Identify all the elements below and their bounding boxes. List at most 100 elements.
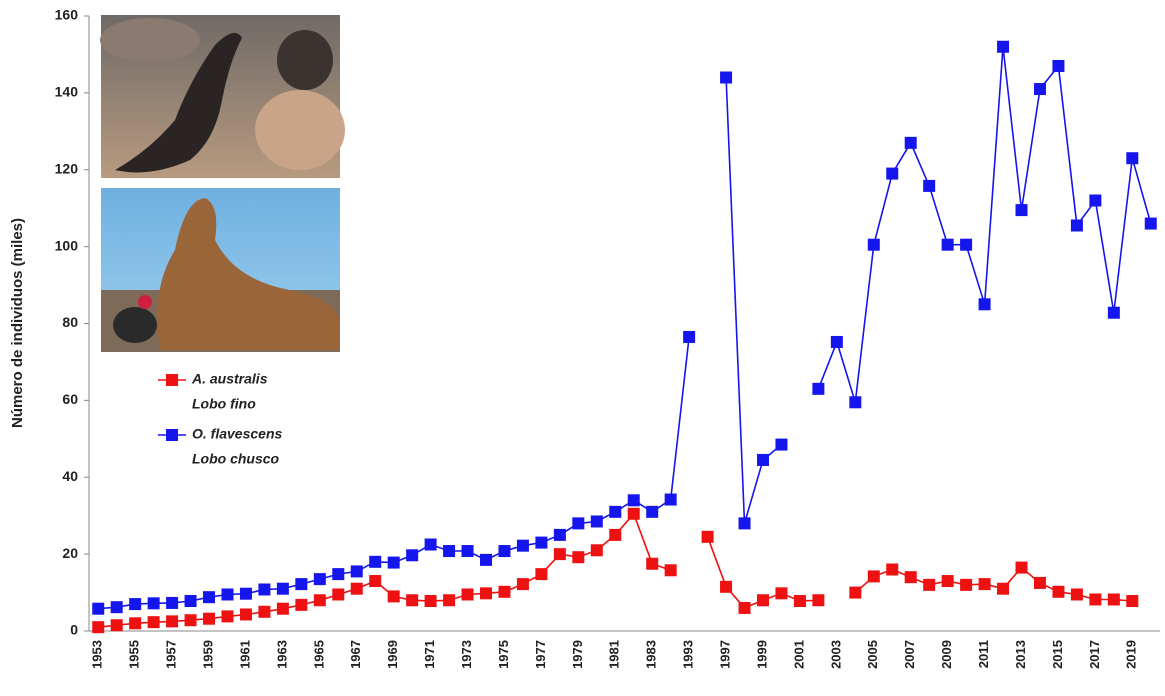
x-tick-label: 1969: [385, 640, 400, 669]
marker: [443, 594, 455, 606]
marker: [1016, 204, 1028, 216]
marker: [720, 581, 732, 593]
x-tick-label: 2003: [828, 640, 843, 669]
x-tick-label: 2015: [1050, 640, 1065, 669]
photo-sea-lion: [101, 188, 340, 352]
marker: [646, 506, 658, 518]
marker: [628, 494, 640, 506]
marker: [277, 603, 289, 615]
marker: [665, 494, 677, 506]
marker: [1071, 219, 1083, 231]
x-tick-label: 1957: [164, 640, 179, 669]
marker: [997, 583, 1009, 595]
marker: [849, 587, 861, 599]
marker: [646, 558, 658, 570]
legend-marker: [166, 374, 178, 386]
marker: [609, 506, 621, 518]
marker: [480, 587, 492, 599]
x-tick-label: 2013: [1013, 640, 1028, 669]
marker: [1108, 593, 1120, 605]
marker: [240, 588, 252, 600]
marker: [923, 579, 935, 591]
marker: [314, 594, 326, 606]
marker: [369, 575, 381, 587]
marker: [1145, 218, 1157, 230]
y-tick-label: 60: [62, 391, 78, 407]
x-tick-label: 1977: [533, 640, 548, 669]
marker: [665, 564, 677, 576]
marker: [720, 72, 732, 84]
marker: [1052, 586, 1064, 598]
marker: [443, 545, 455, 557]
marker: [942, 575, 954, 587]
x-tick-label: 1971: [422, 640, 437, 669]
x-tick-label: 1997: [717, 640, 732, 669]
marker: [1089, 593, 1101, 605]
y-tick-label: 120: [55, 160, 79, 176]
marker: [1071, 588, 1083, 600]
marker: [739, 517, 751, 529]
marker: [517, 540, 529, 552]
marker: [812, 383, 824, 395]
marker: [886, 564, 898, 576]
marker: [554, 529, 566, 541]
marker: [258, 606, 270, 618]
marker: [572, 551, 584, 563]
marker: [295, 599, 307, 611]
marker: [203, 591, 215, 603]
x-tick-label: 1979: [570, 640, 585, 669]
x-tick-label: 1953: [90, 640, 105, 669]
marker: [388, 557, 400, 569]
marker: [240, 608, 252, 620]
marker: [295, 578, 307, 590]
legend-label: A. australis: [191, 371, 268, 387]
marker: [812, 594, 824, 606]
x-tick-label: 2017: [1087, 640, 1102, 669]
marker: [905, 137, 917, 149]
marker: [425, 539, 437, 551]
marker: [1034, 83, 1046, 95]
marker: [979, 298, 991, 310]
page: Número de individuos (miles) 02040608010…: [0, 0, 1165, 696]
marker: [369, 556, 381, 568]
x-tick-label: 1975: [496, 640, 511, 669]
marker: [923, 180, 935, 192]
y-tick-label: 40: [62, 468, 78, 484]
marker: [591, 515, 603, 527]
marker: [572, 517, 584, 529]
marker: [480, 554, 492, 566]
marker: [425, 595, 437, 607]
marker: [406, 549, 418, 561]
marker: [462, 588, 474, 600]
x-tick-label: 2005: [865, 640, 880, 669]
x-tick-label: 1999: [754, 640, 769, 669]
marker: [831, 336, 843, 348]
x-tick-label: 1983: [644, 640, 659, 669]
marker: [535, 537, 547, 549]
x-tick-label: 2019: [1124, 640, 1139, 669]
marker: [1126, 595, 1138, 607]
marker: [1126, 152, 1138, 164]
marker: [221, 610, 233, 622]
marker: [498, 586, 510, 598]
marker: [628, 508, 640, 520]
x-tick-label: 1993: [681, 640, 696, 669]
marker: [942, 239, 954, 251]
marker: [775, 587, 787, 599]
marker: [462, 545, 474, 557]
marker: [129, 598, 141, 610]
marker: [92, 603, 104, 615]
marker: [905, 571, 917, 583]
x-tick-label: 1967: [348, 640, 363, 669]
chart: Número de individuos (miles) 02040608010…: [0, 0, 1165, 691]
marker: [203, 613, 215, 625]
x-tick-label: 1965: [311, 640, 326, 669]
marker: [498, 545, 510, 557]
y-tick-label: 140: [55, 84, 79, 100]
marker: [683, 331, 695, 343]
y-tick-label: 20: [62, 545, 78, 561]
marker: [1016, 562, 1028, 574]
marker: [1052, 60, 1064, 72]
marker: [554, 548, 566, 560]
marker: [351, 565, 363, 577]
